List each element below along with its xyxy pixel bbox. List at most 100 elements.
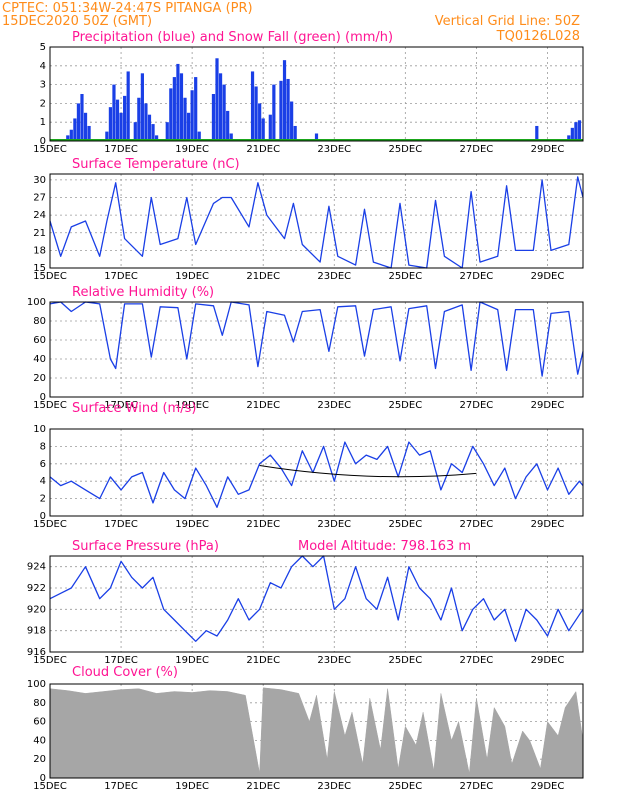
humidity-panel-line [49,301,584,377]
precip-bar [574,122,578,141]
humidity-panel-xtick: 29DEC [531,400,565,411]
precipitation-panel-xtick: 21DEC [246,144,280,155]
precip-bar [197,131,201,141]
precip-bar [314,133,319,141]
precip-bar [293,125,297,141]
cloud-cover-panel-ytick: 80 [33,698,46,709]
temperature-panel-ytick: 27 [33,193,46,204]
wind-panel-ytick: 6 [40,459,46,470]
humidity-panel-xtick: 23DEC [317,400,351,411]
precipitation-panel-xtick: 17DEC [104,144,138,155]
humidity-panel-xtick: 17DEC [104,400,138,411]
precipitation-panel-xtick: 23DEC [317,144,351,155]
pressure-panel-ytick: 920 [27,604,46,615]
model-altitude-label: Model Altitude: 798.163 m [298,539,471,554]
temperature-panel: Surface Temperature (nC) 15 18 21 24 27 30 15D… [33,157,584,282]
pressure-panel-frame [49,555,584,653]
cloud-cover-panel-xtick: 27DEC [460,781,494,792]
precip-bar [119,112,123,141]
humidity-panel-ytick: 100 [27,297,46,308]
pressure-panel-xtick: 27DEC [460,655,494,666]
pressure-panel-ytick: 924 [27,562,46,573]
humidity-panel-ytick: 80 [33,316,46,327]
precip-bar [176,63,180,141]
humidity-panel-xtick: 15DEC [33,400,67,411]
precip-bar [66,135,70,141]
precip-bar [570,127,574,141]
precip-bar [108,107,113,141]
precip-bar [261,118,265,141]
precip-bar [535,125,539,141]
cloud-cover-panel-ytick: 40 [33,735,46,746]
precip-bar [133,122,137,141]
precipitation-panel-ytick: 4 [40,61,46,72]
precip-bar [218,73,223,141]
temperature-panel-ytick: 15 [33,263,46,274]
cloud-cover-panel-xtick: 25DEC [388,781,422,792]
precipitation-title: Precipitation (blue) and Snow Fall (gree… [72,30,393,45]
precipitation-panel-xtick: 15DEC [33,144,67,155]
precipitation-panel-ytick: 3 [40,80,46,91]
wind-panel-frame [49,428,584,517]
humidity-panel: Relative Humidity (%) 0 20 40 60 80 100 15DEC 1… [27,285,584,411]
precip-bar [268,114,272,141]
wind-panel-xtick: 15DEC [33,519,67,530]
precip-bar [190,90,194,141]
precip-bar [172,77,176,141]
cloud-cover-panel-xtick: 19DEC [175,781,209,792]
pressure-panel-xtick: 25DEC [388,655,422,666]
cloud-cover-panel-xtick: 29DEC [531,781,565,792]
wind-panel-xtick: 29DEC [531,519,565,530]
wind-panel-xtick: 27DEC [460,519,494,530]
pressure-panel-xtick: 23DEC [317,655,351,666]
temperature-title: Surface Temperature (nC) [72,157,240,172]
cloud-cover-panel-xtick: 23DEC [317,781,351,792]
precip-bar [144,103,148,141]
precipitation-panel-xtick: 29DEC [531,144,565,155]
temperature-panel-xtick: 29DEC [531,271,565,282]
precip-bar [226,110,230,141]
precip-bar [80,94,84,141]
precip-bar [229,133,233,141]
wind-panel-line [49,441,584,508]
precip-bar [165,122,169,141]
wind-direction-arrows [259,465,477,478]
humidity-panel-ytick: 40 [33,354,46,365]
cloud-cover-title: Cloud Cover (%) [72,665,178,680]
humidity-panel-xtick: 27DEC [460,400,494,411]
precip-bar [211,94,216,141]
pressure-panel-ytick: 916 [27,647,46,658]
precip-bar [290,101,294,141]
precipitation-panel-ytick: 5 [40,42,46,53]
cloud-cover-panel-ytick: 20 [33,754,46,765]
precip-bar [258,103,262,141]
precipitation-panel-xtick: 27DEC [460,144,494,155]
precip-bar [577,120,582,141]
header-station: CPTEC: 051:34W-24:47S PITANGA (PR) [2,1,253,16]
wind-panel-xtick: 21DEC [246,519,280,530]
cloud-cover-panel: Cloud Cover (%) 0 20 40 60 80 100 15DEC 17DEC 19… [27,665,584,792]
header-date: 15DEC2020 50Z (GMT) [2,14,152,29]
precip-bar [137,97,141,141]
precip-bar [186,112,191,141]
humidity-panel-xtick: 19DEC [175,400,209,411]
precip-bar [69,129,73,141]
precip-bar [126,71,130,141]
pressure-panel-ytick: 922 [27,583,46,594]
wind-panel-ytick: 4 [40,476,46,487]
wind-panel-xtick: 25DEC [388,519,422,530]
wind-panel-ytick: 0 [40,511,46,522]
humidity-panel-xtick: 21DEC [246,400,280,411]
precip-bar [105,131,109,141]
pressure-panel: Surface Pressure (hPa) Model Altitude: 7… [27,539,584,666]
pressure-panel-line [49,555,584,642]
humidity-panel-xtick: 25DEC [388,400,422,411]
cloud-cover-panel-frame [49,683,584,779]
precip-bar [250,71,255,141]
cloud-cover-panel-ytick: 0 [40,773,46,784]
precip-bar [147,114,152,141]
wind-panel-ytick: 2 [40,494,46,505]
wind-panel-ytick: 8 [40,441,46,452]
wind-panel-xtick: 17DEC [104,519,138,530]
